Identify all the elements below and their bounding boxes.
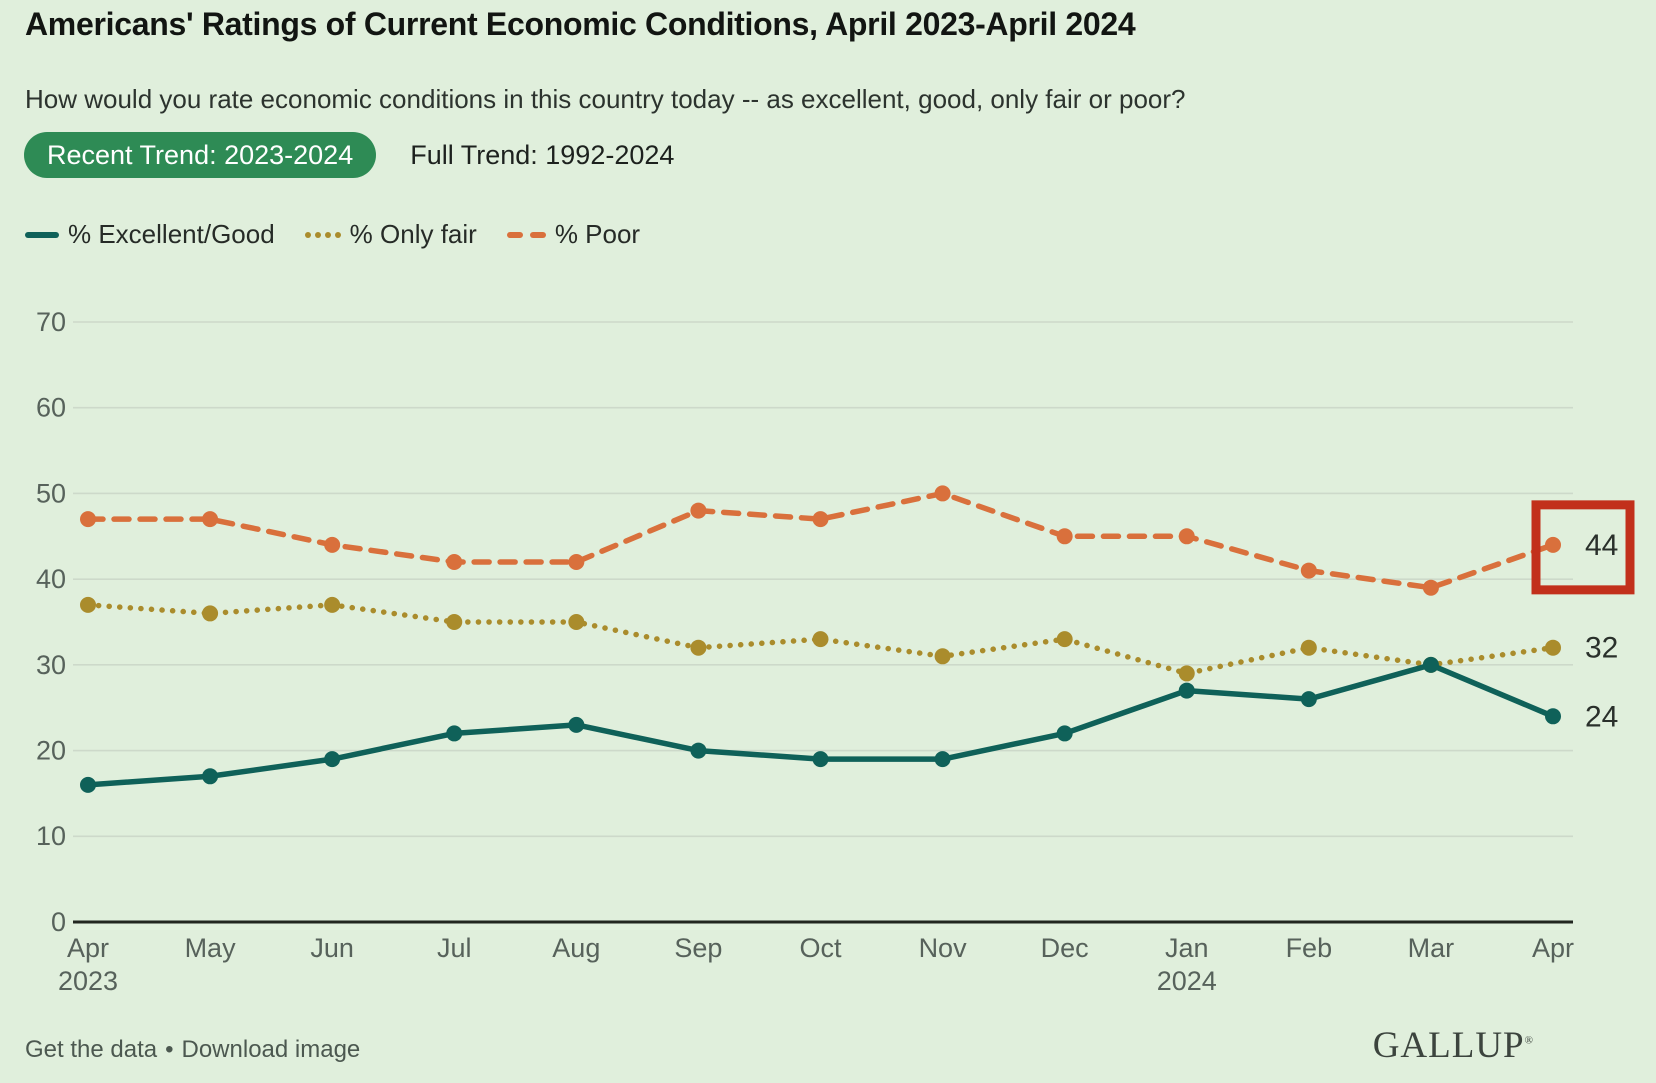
legend-label: % Only fair [349,219,477,249]
solid-line-swatch-icon [25,231,59,238]
x-tick-label: Feb [1286,933,1333,963]
highlight-annotation-box [1531,500,1635,595]
data-point-marker [1545,536,1561,553]
data-point-marker [80,511,96,528]
data-point-marker [1300,562,1317,579]
series-end-value-label: 32 [1585,632,1618,665]
data-point-marker [202,511,219,528]
data-point-marker [324,596,341,613]
data-point-marker [812,631,829,648]
data-point-marker [1300,639,1317,656]
x-tick-label: Nov [919,933,968,963]
x-tick-year-label: 2024 [1157,966,1217,996]
survey-question-text: How would you rate economic conditions i… [25,84,1186,114]
registered-mark: ® [1524,1034,1534,1047]
series-line [87,662,1555,788]
data-point-marker [812,511,829,528]
data-point-marker [202,605,219,622]
data-point-marker [1178,682,1195,699]
data-point-marker [80,776,96,793]
series-end-value-label: 44 [1585,529,1618,562]
x-tick-label: Aug [552,933,600,963]
data-point-marker [1545,708,1561,725]
data-point-marker [1178,665,1195,682]
data-point-marker [934,485,951,502]
x-tick-label: Mar [1408,933,1455,963]
data-point-marker [568,716,585,733]
y-tick-label: 40 [36,564,66,594]
dashed-line-swatch-icon [506,231,546,238]
x-tick-label: Dec [1041,933,1089,963]
series-line [85,490,1556,591]
data-point-marker [80,596,96,613]
data-point-marker [690,502,707,519]
x-tick-label: May [185,933,237,963]
data-point-marker [446,614,463,630]
data-point-marker [568,554,585,570]
chart-legend: % Excellent/Good % Only fair % Poor [25,219,640,250]
x-tick-label: Apr [67,933,109,963]
x-tick-year-label: 2023 [58,966,118,996]
bullet-separator: • [165,1036,174,1063]
y-tick-label: 10 [36,821,66,851]
legend-item-only-fair[interactable]: % Only fair [304,219,477,250]
y-tick-label: 60 [36,393,66,423]
y-tick-label: 20 [36,735,66,765]
y-tick-label: 70 [36,307,66,337]
y-tick-label: 50 [36,478,66,508]
data-point-marker [1422,656,1439,673]
legend-item-poor[interactable]: % Poor [506,219,641,250]
data-point-marker [1422,656,1439,673]
data-point-marker [812,751,829,768]
data-point-marker [1056,631,1073,648]
tab-recent-trend[interactable]: Recent Trend: 2023-2024 [24,132,377,178]
data-point-marker [568,614,585,630]
data-point-marker [324,536,341,553]
trend-tabs: Recent Trend: 2023-2024 Full Trend: 1992… [24,132,674,178]
footer-links: Get the data • Download image [25,1036,360,1064]
data-point-marker [324,751,341,768]
x-tick-label: Sep [674,933,722,963]
x-tick-label: Jan [1165,933,1209,963]
x-tick-label: Apr [1532,933,1574,963]
y-tick-label: 30 [36,650,66,680]
tab-full-trend[interactable]: Full Trend: 1992-2024 [410,139,675,170]
data-point-marker [446,725,463,742]
series-end-value-label: 24 [1585,700,1618,733]
series-line [85,602,1556,677]
data-point-marker [1056,725,1073,742]
data-point-marker [690,639,707,656]
data-point-marker [446,554,463,570]
data-point-marker [934,751,951,768]
get-the-data-link[interactable]: Get the data [25,1036,158,1063]
data-point-marker [690,742,707,759]
legend-item-excellent-good[interactable]: % Excellent/Good [25,219,275,250]
data-point-marker [1422,579,1439,596]
page-title: Americans' Ratings of Current Economic C… [25,6,1136,42]
data-point-marker [1178,528,1195,545]
dotted-line-swatch-icon [304,231,341,238]
x-tick-label: Jul [437,933,472,963]
data-point-marker [1300,691,1317,708]
data-point-marker [1545,639,1561,656]
x-tick-label: Jun [310,933,354,963]
data-point-marker [202,768,219,785]
data-point-marker [934,648,951,665]
y-tick-label: 0 [51,907,66,937]
download-image-link[interactable]: Download image [181,1036,361,1063]
data-point-marker [1056,528,1073,545]
gallup-logo: GALLUP® [1372,1025,1534,1066]
legend-label: % Poor [554,219,641,249]
legend-label: % Excellent/Good [68,219,275,249]
x-tick-label: Oct [799,933,842,963]
